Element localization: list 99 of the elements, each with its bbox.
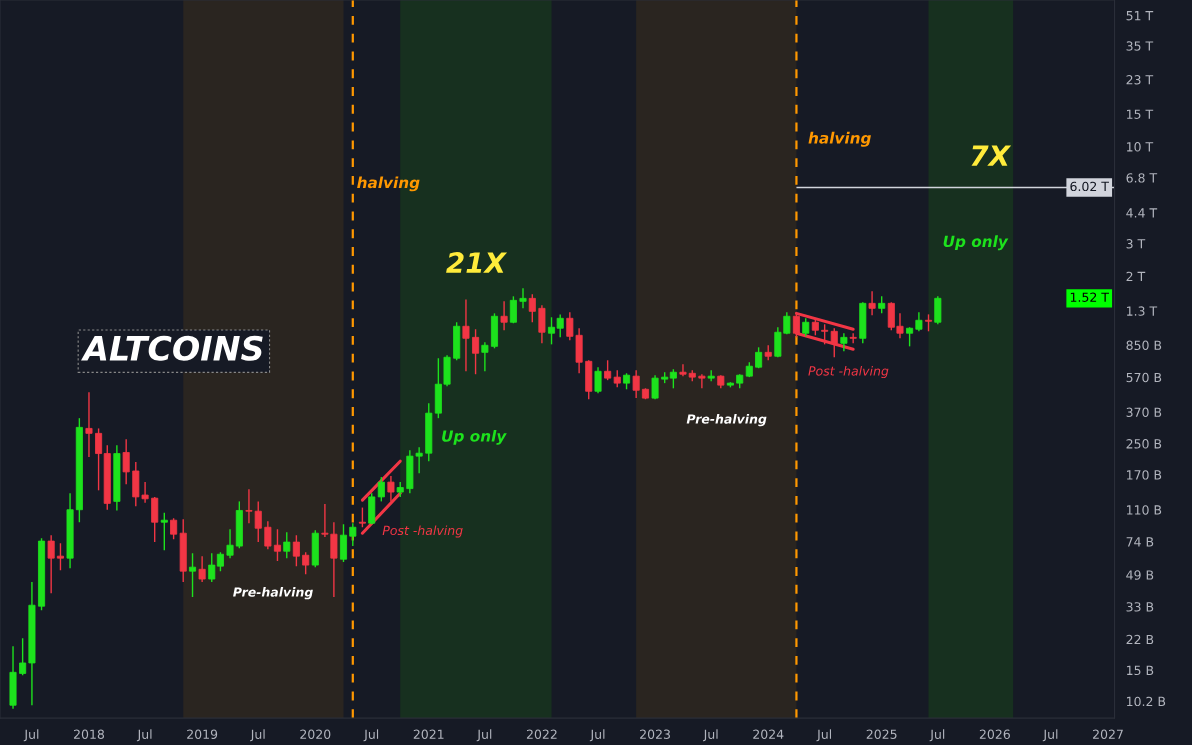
candlestick [519, 287, 527, 310]
annotation: halving [808, 131, 871, 147]
candlestick [95, 427, 103, 492]
candlestick [19, 637, 27, 676]
y-tick-label: 110 B [1127, 505, 1162, 515]
x-tick-label: Jul [250, 729, 265, 742]
x-tick-label: 2022 [526, 729, 557, 739]
y-tick-label: 250 B [1126, 439, 1162, 449]
candlestick [160, 512, 168, 551]
y-tick-label: 74 B [1126, 537, 1154, 547]
y-tick-label: 370 B [1126, 407, 1162, 417]
y-tick-label: 15 T [1127, 109, 1154, 119]
y-tick-label: 35 T [1126, 41, 1154, 51]
annotation: Up only [943, 235, 1009, 251]
candlestick [216, 551, 224, 572]
x-tick-label: 2025 [866, 729, 897, 739]
x-tick-label: Jul [23, 729, 39, 742]
candlestick [358, 506, 366, 528]
candlestick [292, 534, 300, 567]
y-tick-label: 49 B [1126, 570, 1154, 580]
candlestick [302, 551, 310, 575]
x-tick-label: 2024 [753, 729, 784, 739]
annotation: halving [357, 176, 420, 192]
y-tick-label: 4.4 T [1126, 208, 1158, 218]
annotation: Post -halving [382, 525, 463, 538]
y-tick-label: 22 B [1126, 634, 1154, 645]
x-tick-label: Jul [363, 729, 379, 742]
y-tick-label: 1.3 T [1127, 306, 1158, 316]
y-tick-label: 2 T [1126, 271, 1146, 281]
x-tick-label: 2026 [979, 729, 1010, 739]
candlestick [698, 373, 706, 390]
candlestick [349, 522, 357, 547]
candlestick [849, 332, 857, 345]
candlestick [226, 528, 234, 559]
candlestick [604, 359, 612, 381]
x-tick-label: Jul [1042, 729, 1058, 742]
y-tick-label: 15 B [1127, 665, 1154, 676]
candlestick [840, 332, 848, 353]
annotation: Post -halving [808, 365, 889, 379]
y-tick-label: 170 B [1127, 470, 1162, 480]
candlestick [264, 520, 272, 550]
candlestick [500, 300, 508, 331]
candlestick [273, 528, 281, 562]
candlestick [802, 317, 810, 338]
x-tick-label: 2023 [640, 729, 670, 739]
candlestick [906, 326, 914, 348]
candlestick [122, 438, 130, 485]
ref-line-label: 6.02 T [1070, 181, 1109, 192]
y-tick-label: 3 T [1126, 239, 1146, 249]
candlestick [915, 311, 923, 332]
candlestick [47, 534, 55, 594]
candlestick [934, 295, 942, 325]
candlestick [189, 552, 197, 598]
y-tick-label: 6.8 T [1126, 173, 1158, 183]
y-tick-label: 10 T [1127, 142, 1154, 152]
candlestick [377, 476, 385, 503]
candlestick [85, 391, 93, 458]
x-tick-label: Jul [476, 729, 492, 742]
x-tick-label: 2027 [1093, 729, 1123, 739]
candlestick [509, 295, 517, 324]
candlestick [528, 293, 536, 323]
x-tick-label: 2018 [73, 729, 105, 739]
candlestick [462, 298, 470, 372]
x-tick-label: Jul [136, 729, 152, 742]
annotation: 1.52 T [1070, 292, 1109, 302]
x-tick-label: Jul [703, 729, 718, 742]
x-tick-label: Jul [589, 729, 605, 742]
candlestick [283, 531, 291, 559]
candlestick [208, 552, 216, 583]
y-tick-label: 570 B [1126, 372, 1162, 383]
y-tick-label: 850 B [1126, 340, 1162, 351]
candlestick [632, 369, 640, 399]
annotation: 21X [446, 252, 508, 273]
candlestick [472, 328, 480, 375]
candlestick [481, 341, 489, 372]
x-tick-label: 2019 [187, 729, 218, 739]
candlestick [170, 517, 178, 540]
x-tick-label: Jul [816, 729, 832, 742]
y-tick-label: 10.2 B [1127, 696, 1166, 707]
y-tick-label: 23 T [1126, 75, 1154, 85]
x-tick-label: 2020 [300, 729, 331, 739]
candlestick [868, 290, 876, 317]
annotation: 7X [971, 145, 1012, 166]
annotation: Pre-halving [686, 414, 767, 427]
candlestick [56, 542, 64, 571]
x-tick-label: Jul [929, 729, 945, 742]
y-tick-label: 51 T [1126, 11, 1154, 21]
text: ALTCOINS [81, 335, 263, 361]
x-tick-label: 2021 [413, 729, 444, 739]
candlestick [707, 369, 715, 382]
y-tick-label: 33 B [1126, 602, 1154, 612]
annotation: Pre-halving [233, 587, 313, 600]
annotation: Up only [442, 429, 507, 445]
candlestick [669, 368, 677, 390]
candlestick [594, 366, 602, 395]
candlestick [651, 374, 659, 400]
candlestick [198, 555, 206, 583]
candlestick [679, 363, 687, 377]
candlestick [538, 304, 546, 345]
